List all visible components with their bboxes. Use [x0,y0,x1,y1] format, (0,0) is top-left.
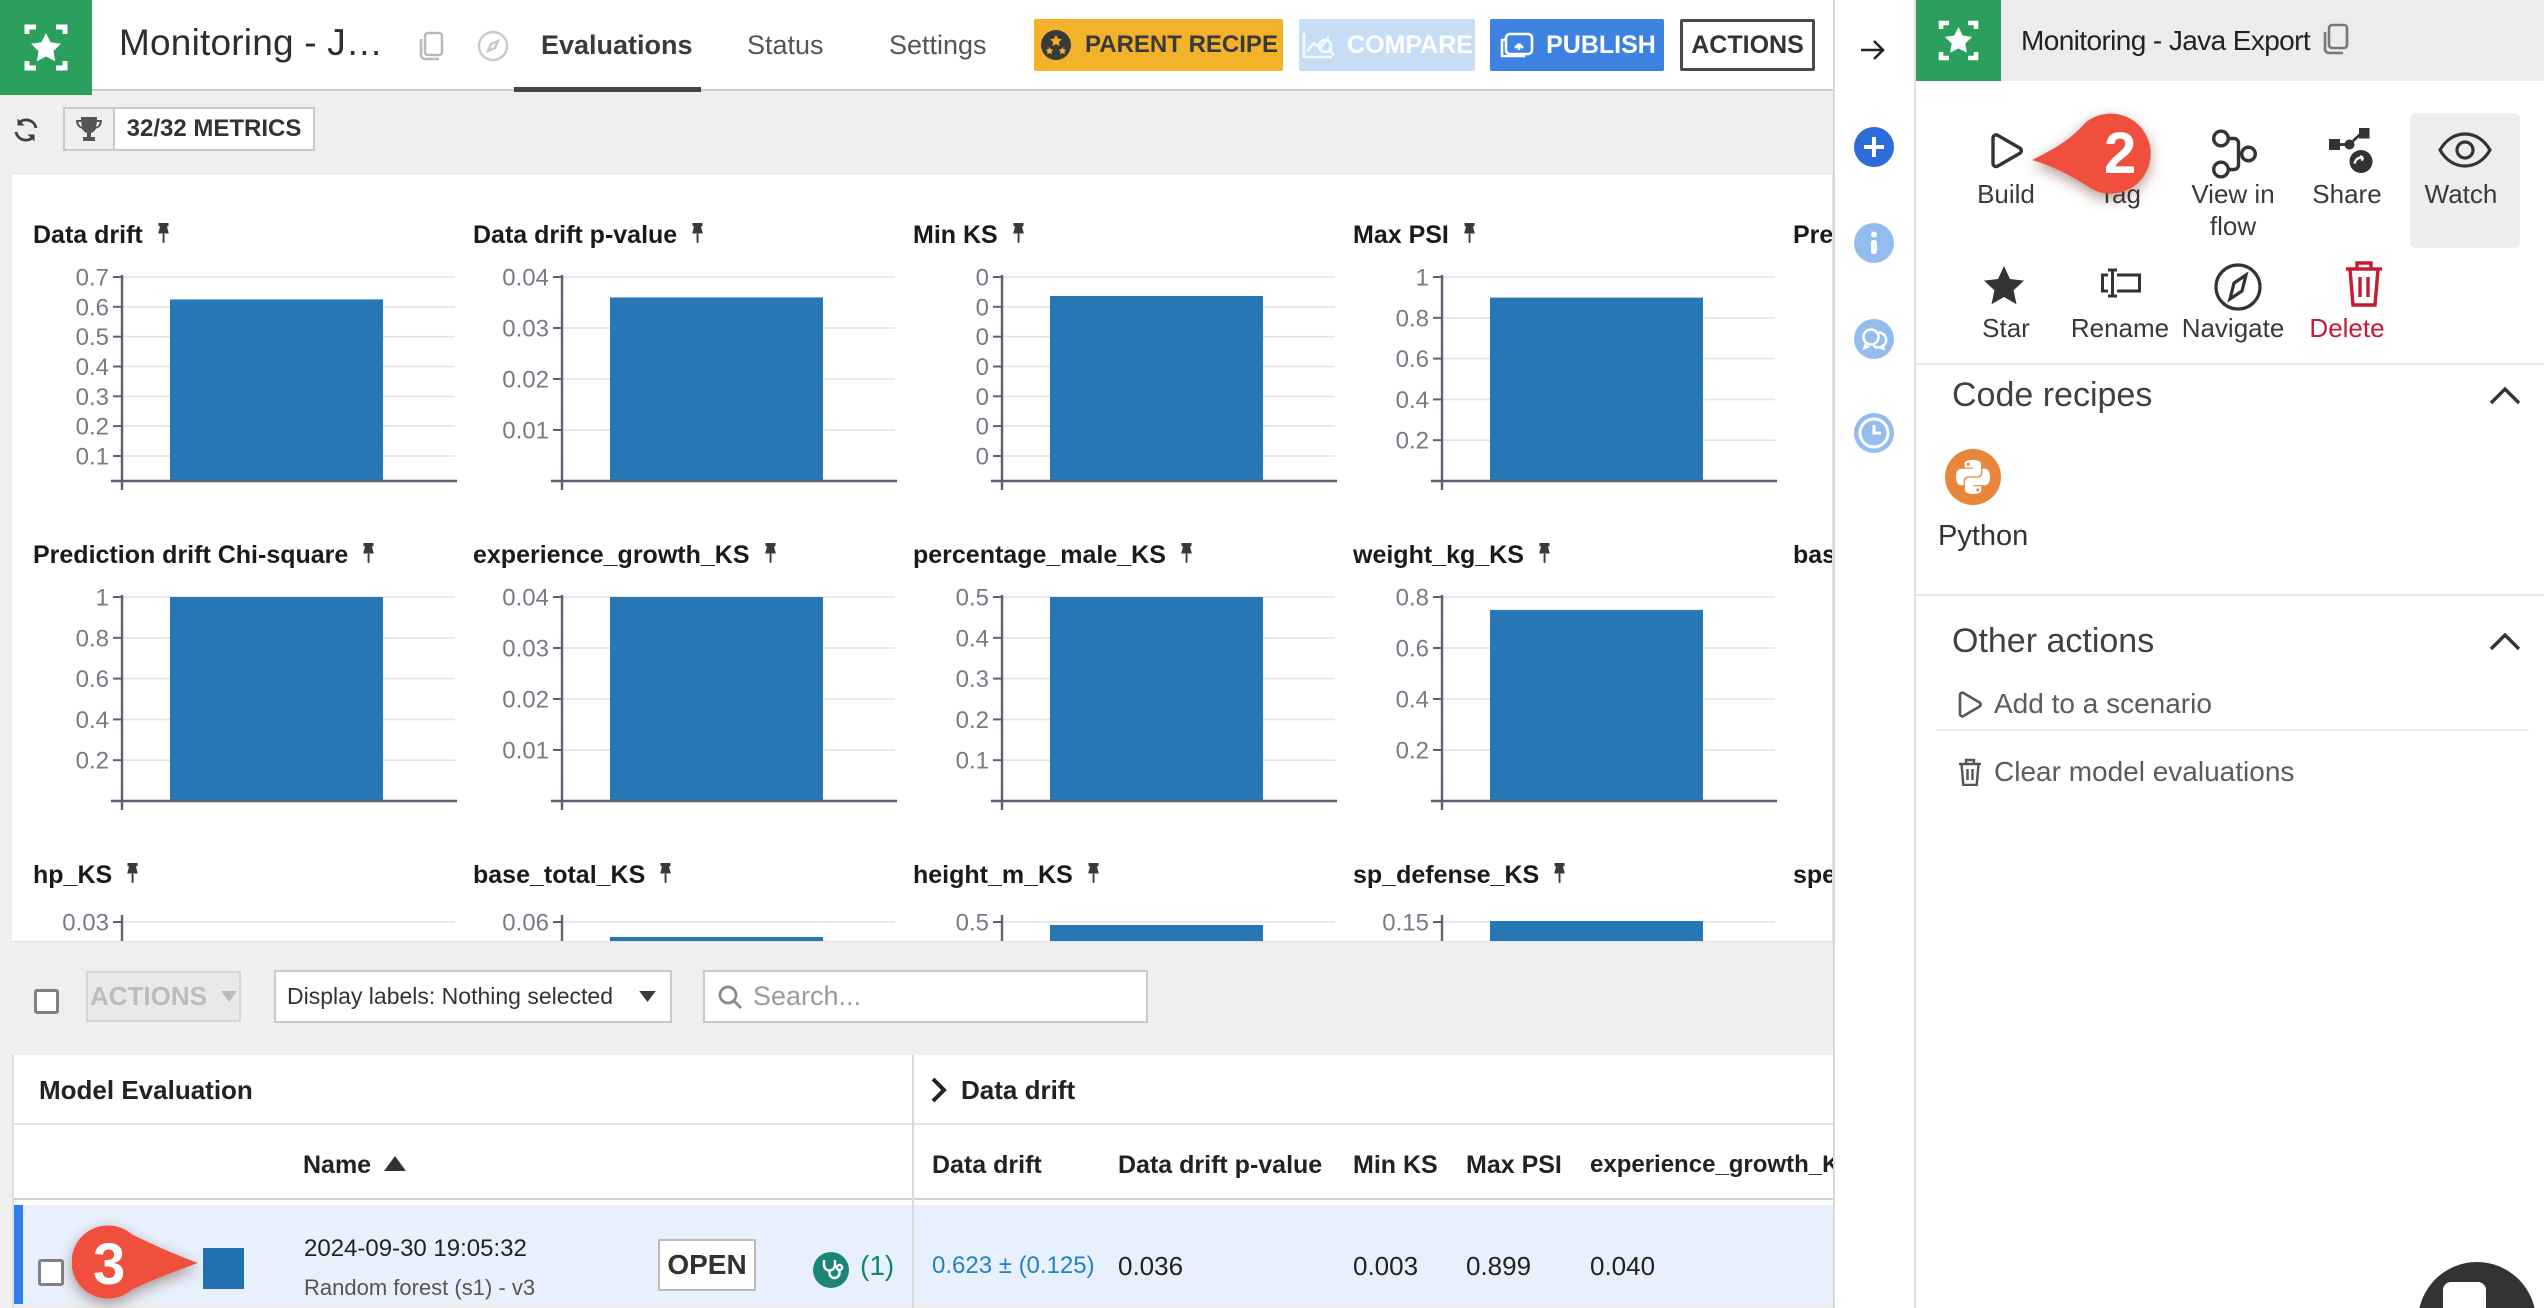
svg-text:0.6: 0.6 [1396,636,1429,663]
svg-text:0.2: 0.2 [76,414,109,441]
svg-text:0.5: 0.5 [76,324,109,351]
svg-text:0.04: 0.04 [502,265,549,292]
svg-text:0.8: 0.8 [1396,305,1429,332]
svg-text:0.3: 0.3 [76,384,109,411]
svg-text:0.03: 0.03 [62,910,109,937]
svg-text:0.01: 0.01 [502,418,549,445]
svg-text:0.3: 0.3 [956,666,989,693]
svg-text:0: 0 [976,354,989,381]
svg-text:0.06: 0.06 [502,910,549,937]
svg-text:0.4: 0.4 [76,354,109,381]
svg-text:0: 0 [976,265,989,292]
svg-text:0.6: 0.6 [76,294,109,321]
svg-text:0.4: 0.4 [1396,387,1429,414]
svg-text:0.4: 0.4 [956,939,989,942]
svg-text:0.04: 0.04 [502,585,549,612]
svg-text:0.4: 0.4 [1396,687,1429,714]
svg-text:0.02: 0.02 [502,687,549,714]
svg-text:0.2: 0.2 [1396,428,1429,455]
svg-text:0.2: 0.2 [956,707,989,734]
svg-text:0.4: 0.4 [76,707,109,734]
svg-text:0: 0 [976,414,989,441]
svg-text:0.8: 0.8 [76,625,109,652]
svg-text:0.2: 0.2 [76,748,109,775]
svg-text:0.6: 0.6 [1396,346,1429,373]
svg-text:0.2: 0.2 [1396,738,1429,765]
svg-text:0.03: 0.03 [502,316,549,343]
svg-text:0.1: 0.1 [76,444,109,471]
svg-text:0.5: 0.5 [956,910,989,937]
svg-text:0.5: 0.5 [956,585,989,612]
svg-text:0: 0 [976,444,989,471]
svg-text:0.8: 0.8 [1396,585,1429,612]
svg-text:1: 1 [96,585,109,612]
svg-text:0.1: 0.1 [956,748,989,775]
svg-text:0: 0 [976,324,989,351]
svg-text:0.01: 0.01 [502,738,549,765]
svg-text:0.6: 0.6 [76,666,109,693]
svg-text:0.03: 0.03 [502,636,549,663]
svg-text:0.02: 0.02 [502,367,549,394]
svg-text:0.7: 0.7 [76,265,109,292]
svg-text:1: 1 [1416,265,1429,292]
svg-text:0: 0 [976,294,989,321]
svg-text:0.15: 0.15 [1382,910,1429,937]
svg-text:0.4: 0.4 [956,625,989,652]
svg-text:0: 0 [976,384,989,411]
